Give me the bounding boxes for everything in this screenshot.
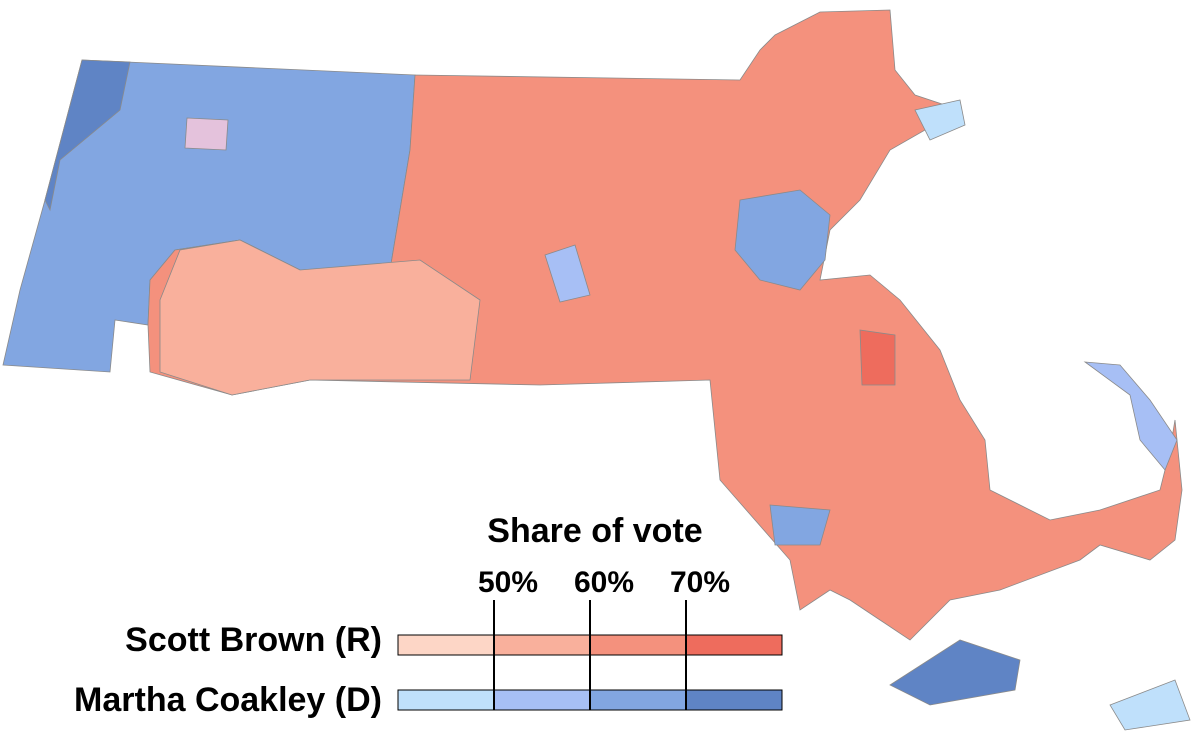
marthas-vineyard <box>889 639 1021 706</box>
legend-swatch <box>397 689 495 711</box>
legend-row-label: Scott Brown (R) <box>125 621 382 659</box>
legend-title: Share of vote <box>487 512 702 550</box>
legend-tick-label: 60% <box>574 566 634 599</box>
cape-tip <box>1083 361 1178 471</box>
north-shore <box>914 99 966 141</box>
towns <box>2 9 1191 731</box>
boston-area <box>734 189 831 291</box>
legend-swatch <box>685 689 783 711</box>
legend-row-label: Martha Coakley (D) <box>74 681 382 719</box>
legend-tick-label: 50% <box>478 566 538 599</box>
nantucket <box>1109 679 1191 731</box>
plymouth-dark <box>859 329 896 386</box>
legend-swatch <box>493 689 591 711</box>
legend-swatch <box>685 634 783 656</box>
pink-town <box>184 117 229 151</box>
legend-swatch <box>589 689 687 711</box>
south-towns <box>769 504 831 546</box>
northwest-dark <box>44 59 131 212</box>
central-light <box>159 239 481 396</box>
legend-swatch <box>589 634 687 656</box>
legend-swatch <box>397 634 495 656</box>
worcester <box>544 244 591 303</box>
legend-tick-label: 70% <box>670 566 730 599</box>
legend-swatch <box>493 634 591 656</box>
legend: Share of vote Scott Brown (R) Martha Coa… <box>74 512 783 719</box>
